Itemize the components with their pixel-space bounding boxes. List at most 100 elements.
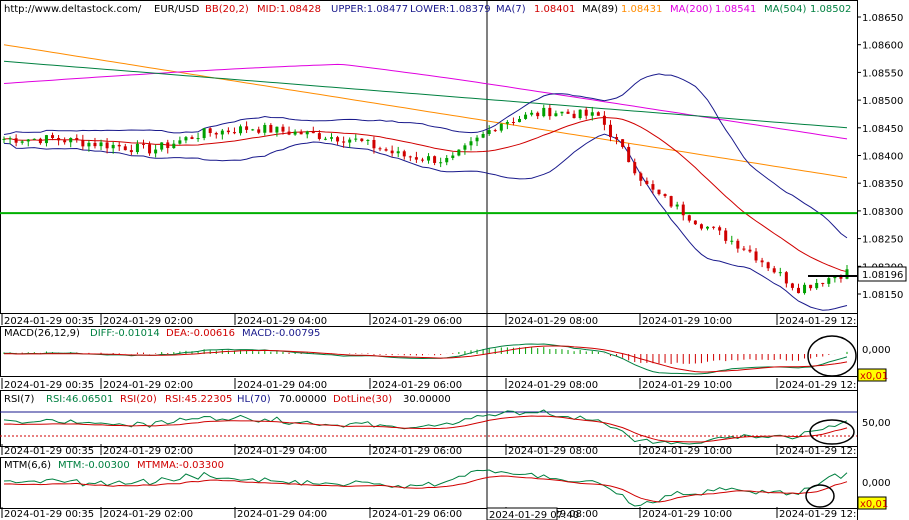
mtm-panel bbox=[3, 469, 848, 507]
candle bbox=[184, 136, 188, 144]
candle bbox=[621, 139, 625, 149]
time-tick-label: 2024-01-29 08:00 bbox=[508, 446, 598, 457]
candle bbox=[699, 223, 703, 231]
candle bbox=[754, 248, 758, 263]
candle bbox=[75, 134, 79, 143]
candle bbox=[360, 138, 364, 143]
candle bbox=[317, 130, 321, 141]
mtm-annotation-ellipse[interactable] bbox=[805, 484, 835, 508]
price-tick-label: 1.08500 bbox=[862, 96, 903, 107]
bb-upper: UPPER:1.08477 bbox=[331, 4, 408, 15]
time-tick-label: 2024-01-29 02:00 bbox=[103, 509, 193, 520]
bollinger-bands bbox=[3, 73, 848, 311]
candle bbox=[457, 149, 461, 157]
candle bbox=[117, 141, 121, 151]
candle bbox=[687, 214, 691, 223]
time-tick-label: 2024-01-29 04:00 bbox=[237, 316, 327, 327]
candle bbox=[542, 104, 546, 118]
candle bbox=[615, 133, 619, 145]
candle bbox=[590, 106, 594, 121]
candle bbox=[845, 265, 849, 280]
candle bbox=[2, 136, 6, 144]
price-tick-label: 1.08600 bbox=[862, 41, 903, 52]
candle bbox=[51, 132, 55, 141]
ma200-line bbox=[3, 63, 848, 140]
time-tick-label: 2024-01-29 04:00 bbox=[237, 446, 327, 457]
cursor-time-box bbox=[486, 507, 558, 520]
rsi-header: RSI(7) RSI:46.06501 RSI(20) RSI:45.22305… bbox=[4, 394, 451, 405]
candle bbox=[148, 141, 152, 156]
macd-annotation-ellipse[interactable] bbox=[807, 335, 857, 377]
time-tick-label: 2024-01-29 10:00 bbox=[642, 316, 732, 327]
time-tick-label: 2024-01-29 06:00 bbox=[372, 509, 462, 520]
candle bbox=[32, 138, 36, 140]
candle bbox=[196, 132, 200, 142]
macd-title: MACD(26,12,9) bbox=[4, 328, 80, 339]
candle bbox=[190, 135, 194, 140]
rsi-value: RSI:46.06501 bbox=[46, 394, 113, 405]
candle bbox=[560, 111, 564, 116]
candle bbox=[815, 278, 819, 290]
candle bbox=[608, 120, 612, 142]
ma200-value: 1.08541 bbox=[715, 4, 756, 15]
chart-header: http://www.deltastock.com/ EUR/USD BB(20… bbox=[4, 4, 851, 15]
candle bbox=[251, 128, 255, 131]
cursor-time-label: 2024-01-29 07:40 bbox=[489, 510, 579, 520]
candle bbox=[384, 147, 388, 152]
candle bbox=[663, 193, 667, 198]
ma89-label: MA(89) bbox=[582, 4, 618, 15]
candle bbox=[433, 155, 437, 166]
site-url: http://www.deltastock.com/ bbox=[4, 4, 142, 15]
moving-averages bbox=[3, 44, 848, 179]
candle bbox=[232, 127, 236, 135]
candle bbox=[481, 131, 485, 139]
ma504-line bbox=[3, 60, 848, 129]
candle bbox=[693, 220, 697, 226]
candle bbox=[790, 282, 794, 291]
candle bbox=[833, 276, 837, 283]
macd-diff-line bbox=[4, 343, 848, 375]
candle bbox=[712, 226, 716, 230]
candle bbox=[69, 137, 73, 148]
candle bbox=[706, 226, 710, 231]
candle bbox=[475, 135, 479, 147]
candle bbox=[26, 139, 30, 147]
rsi7-line bbox=[3, 409, 848, 445]
candle bbox=[633, 158, 637, 176]
rsi-annotation-ellipse[interactable] bbox=[809, 419, 855, 445]
macd-header: MACD(26,12,9) DIFF:-0.01014 DEA:-0.00616… bbox=[4, 328, 320, 339]
candle bbox=[166, 139, 170, 154]
candle bbox=[8, 136, 12, 145]
candle bbox=[451, 152, 455, 161]
mtmma-line bbox=[3, 475, 848, 503]
time-tick-label: 2024-01-29 12: bbox=[779, 380, 856, 391]
candle bbox=[536, 111, 540, 120]
candle bbox=[135, 140, 139, 155]
candle bbox=[269, 123, 273, 133]
bb-mid: MID:1.08428 bbox=[257, 4, 321, 15]
time-tick-label: 2024-01-29 00:35 bbox=[4, 446, 94, 457]
time-tick-label: 2024-01-29 04:00 bbox=[237, 380, 327, 391]
candle bbox=[469, 137, 473, 151]
candle bbox=[675, 201, 679, 210]
time-tick-label: 2024-01-29 02:00 bbox=[103, 316, 193, 327]
time-tick-label: 2024-01-29 04:00 bbox=[237, 509, 327, 520]
candle bbox=[141, 139, 145, 149]
candle bbox=[342, 136, 346, 148]
time-tick-label: 2024-01-29 06:00 bbox=[372, 316, 462, 327]
candle bbox=[311, 126, 315, 134]
candle bbox=[20, 139, 24, 145]
price-tick-label: 1.08350 bbox=[862, 179, 903, 190]
rsi20-label: RSI(20) bbox=[120, 394, 157, 405]
mtm-title: MTM(6,6) bbox=[4, 460, 51, 471]
candle bbox=[518, 115, 522, 123]
ma7-value: 1.08401 bbox=[534, 4, 575, 15]
bb-label: BB(20,2) bbox=[205, 4, 249, 15]
macd-axis-bot: x0,01 bbox=[860, 371, 888, 382]
candle bbox=[263, 122, 267, 136]
candle bbox=[87, 140, 91, 152]
candle bbox=[414, 151, 418, 163]
time-tick-label: 2024-01-29 08:00 bbox=[508, 316, 598, 327]
bb-mid-line bbox=[3, 116, 848, 273]
